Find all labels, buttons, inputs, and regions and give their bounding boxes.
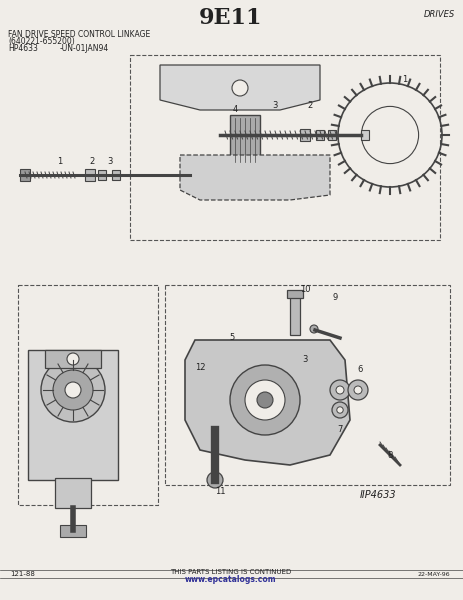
Bar [98,170,106,180]
Bar [55,478,91,508]
Text: 1: 1 [57,157,63,166]
Bar [60,525,86,537]
Text: -UN-01JAN94: -UN-01JAN94 [60,44,109,53]
Bar [362,130,369,140]
Bar [112,170,120,180]
Text: 3: 3 [272,100,278,109]
Circle shape [230,365,300,435]
Circle shape [41,358,105,422]
Text: THIS PARTS LISTING IS CONTINUED: THIS PARTS LISTING IS CONTINUED [170,569,292,575]
Text: 121-88: 121-88 [10,571,35,577]
Text: 12: 12 [195,364,205,373]
Text: 22-MAY-96: 22-MAY-96 [417,571,450,577]
Text: 9: 9 [332,293,338,302]
Polygon shape [160,65,320,110]
Circle shape [65,382,81,398]
Text: 2: 2 [307,100,313,109]
Circle shape [245,380,285,420]
Text: DRIVES: DRIVES [424,10,455,19]
Text: IIP4633: IIP4633 [360,490,397,500]
Circle shape [257,392,273,408]
Circle shape [53,370,93,410]
Circle shape [310,325,318,333]
Bar [287,290,303,298]
Text: 2: 2 [89,157,94,166]
Bar [85,169,95,181]
Text: 10: 10 [300,286,310,295]
Text: 11: 11 [215,487,225,497]
Text: 8: 8 [388,451,393,460]
Bar [316,130,324,140]
Text: 3: 3 [302,355,308,364]
Bar [45,350,101,368]
Circle shape [337,407,343,413]
Text: HP4633: HP4633 [8,44,38,53]
Bar [20,169,30,181]
Circle shape [354,386,362,394]
Text: 6: 6 [357,365,363,374]
Circle shape [348,380,368,400]
Circle shape [330,380,350,400]
Circle shape [336,386,344,394]
Circle shape [207,472,223,488]
Polygon shape [180,155,330,200]
Text: 7: 7 [338,425,343,434]
Text: www.epcatalogs.com: www.epcatalogs.com [185,575,277,584]
Bar [230,115,260,165]
Text: (640221-655200): (640221-655200) [8,37,75,46]
Circle shape [332,402,348,418]
Text: 1: 1 [402,76,407,85]
Bar [290,295,300,335]
Text: 9E11: 9E11 [199,7,263,29]
Text: FAN DRIVE SPEED CONTROL LINKAGE: FAN DRIVE SPEED CONTROL LINKAGE [8,30,150,39]
Circle shape [232,80,248,96]
Text: 3: 3 [107,157,113,166]
Circle shape [67,353,79,365]
Polygon shape [185,340,350,465]
Bar [300,129,310,141]
Text: 4: 4 [232,106,238,115]
Bar [28,350,118,480]
Text: 5: 5 [229,334,235,343]
Bar [328,130,336,140]
